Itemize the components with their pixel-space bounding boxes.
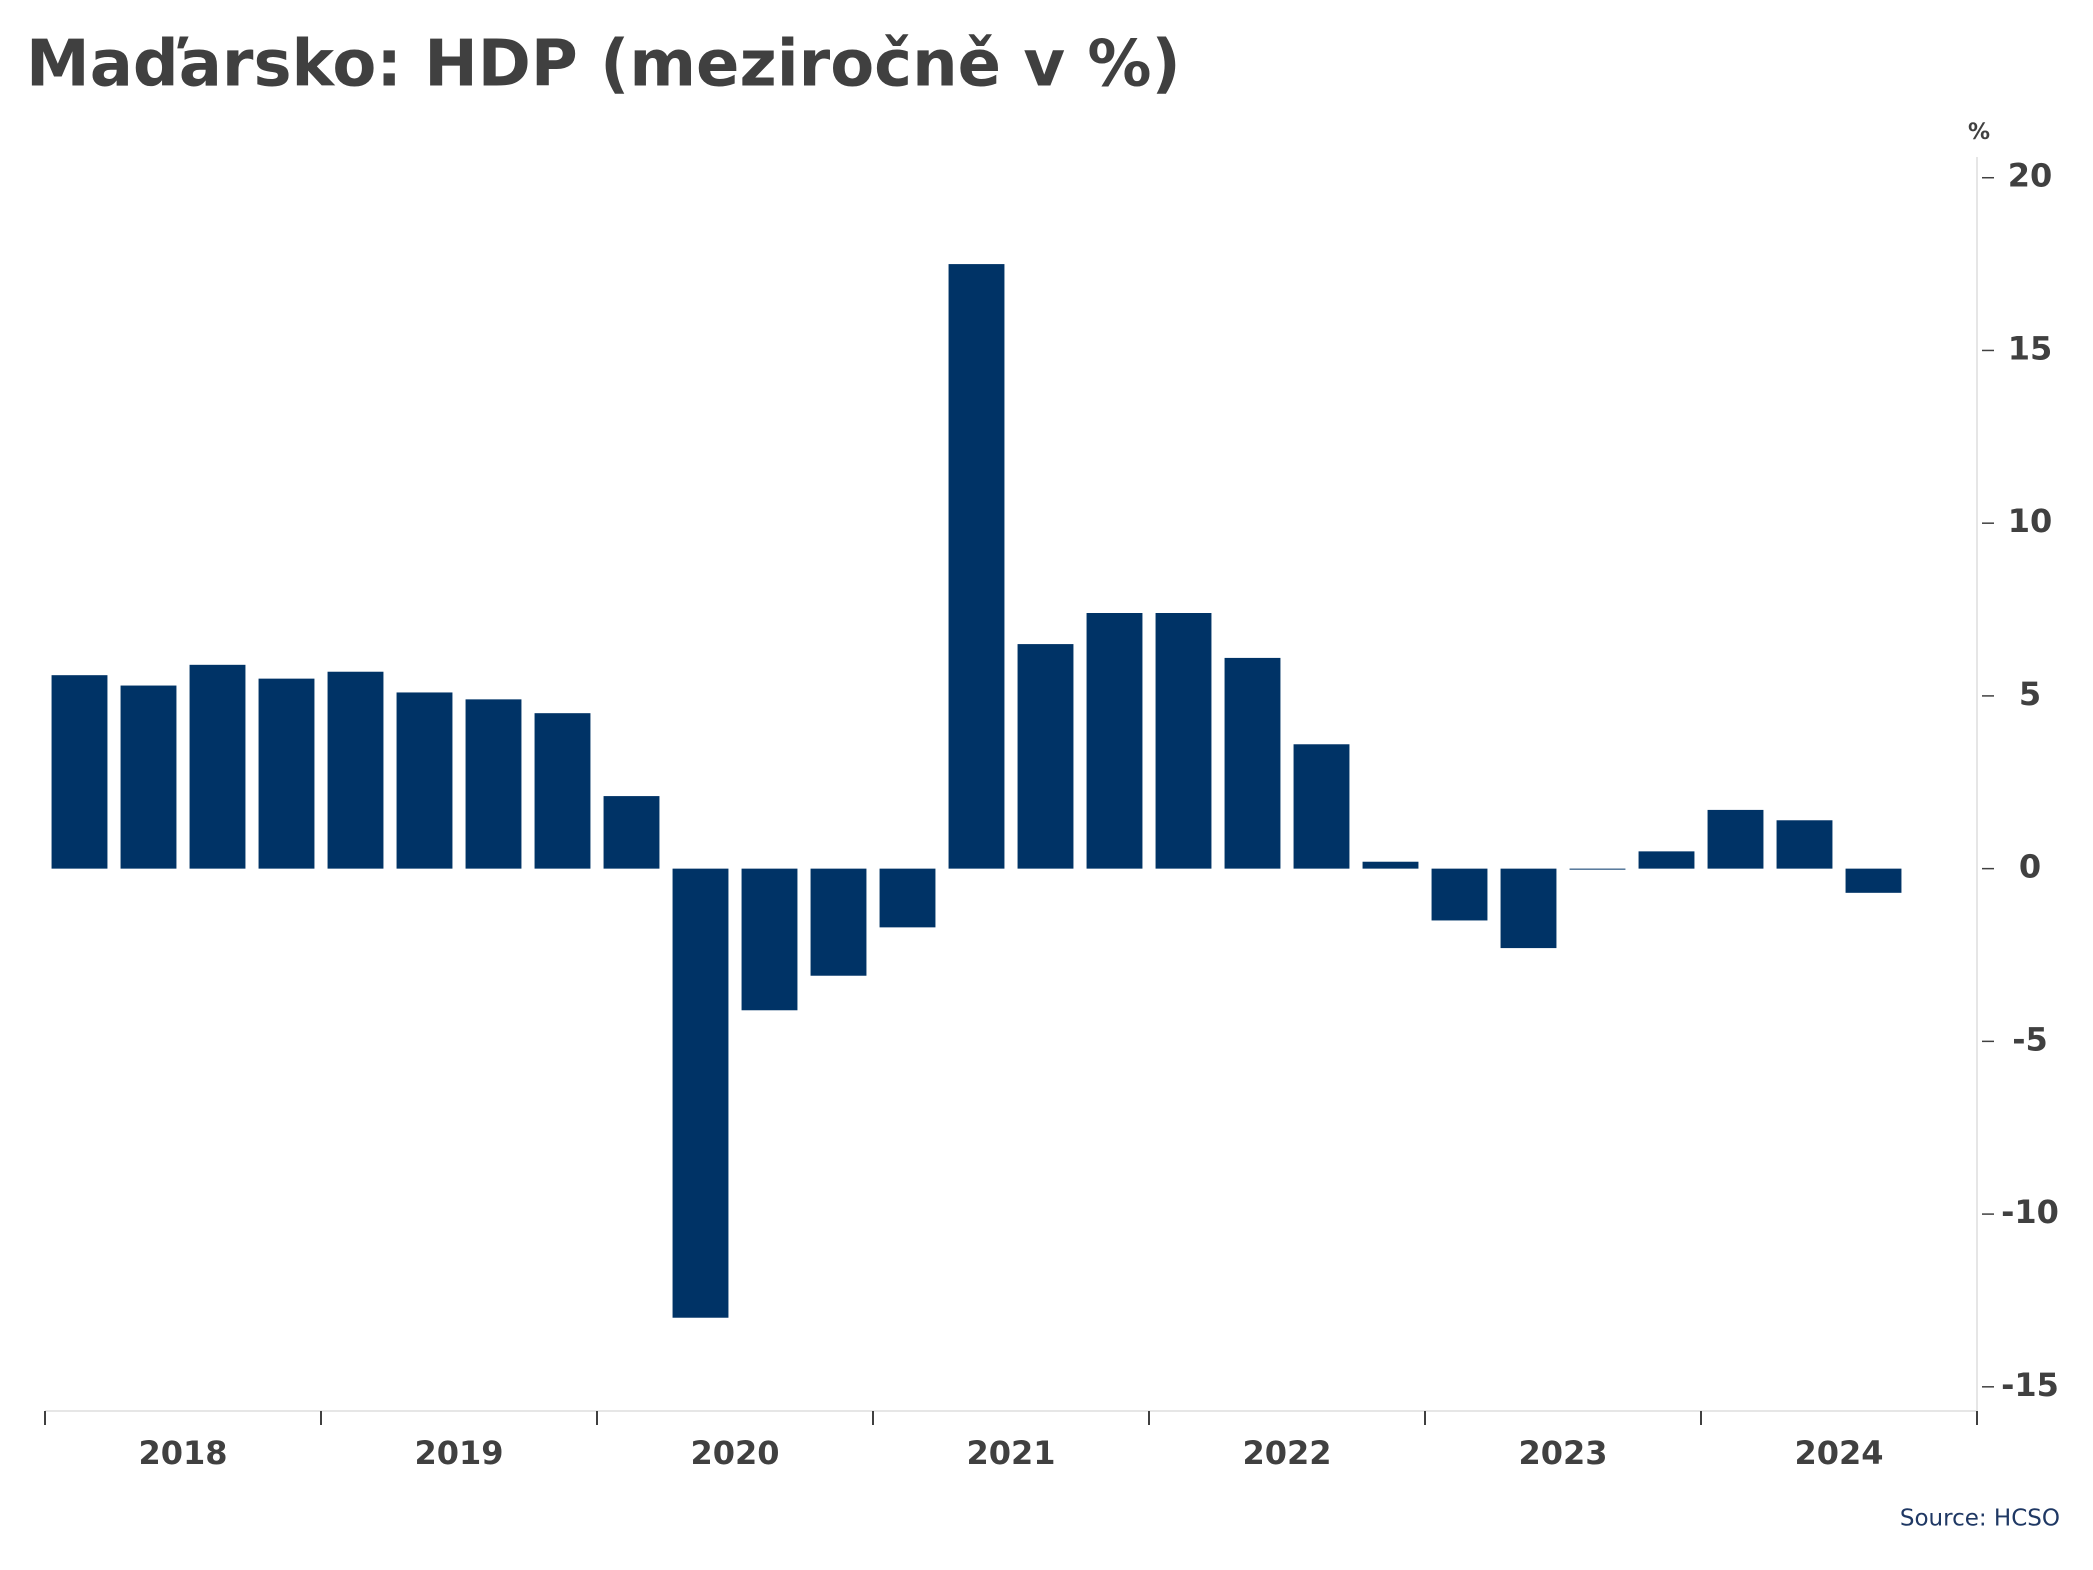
bar [1362, 861, 1419, 869]
bar [1569, 868, 1626, 870]
x-tick-label: 2018 [138, 1434, 227, 1472]
bar [1017, 644, 1074, 869]
bar [1845, 868, 1902, 893]
bar [741, 868, 798, 1011]
bar [258, 678, 315, 869]
source: Source: HCSO [1900, 1506, 2060, 1532]
x-tick-label: 2023 [1518, 1434, 1607, 1472]
y-tick-label: -5 [2012, 1020, 2048, 1058]
y-tick-label: 5 [2019, 675, 2041, 713]
bar [120, 685, 177, 869]
bar [603, 796, 660, 869]
bar [1293, 744, 1350, 869]
bar [1707, 809, 1764, 869]
x-tick-label: 2021 [966, 1434, 1055, 1472]
x-tick-label: 2019 [414, 1434, 503, 1472]
bar [51, 675, 108, 869]
bar [1086, 613, 1143, 869]
y-tick-label: 15 [2008, 329, 2053, 367]
bar [1224, 657, 1281, 869]
bar [879, 868, 936, 928]
bar [189, 664, 246, 869]
x-tick-label: 2022 [1242, 1434, 1331, 1472]
y-tick-label: -10 [2001, 1193, 2059, 1231]
bar [1155, 613, 1212, 869]
bar [1500, 868, 1557, 949]
chart-title: Maďarsko: HDP (meziročně v %) [26, 28, 1181, 102]
bar [534, 713, 591, 869]
bar [948, 264, 1005, 869]
y-tick-label: -15 [2001, 1366, 2059, 1404]
bar [1776, 820, 1833, 869]
bar [465, 699, 522, 869]
bar [1431, 868, 1488, 921]
x-tick-label: 2020 [690, 1434, 779, 1472]
bar [672, 868, 729, 1318]
bar [327, 671, 384, 869]
bar [1638, 851, 1695, 869]
bar [396, 692, 453, 869]
y-axis-label: % [1968, 120, 1990, 145]
y-tick-label: 0 [2019, 848, 2041, 886]
bar [810, 868, 867, 976]
y-tick-label: 20 [2008, 157, 2053, 195]
y-tick-label: 10 [2008, 502, 2053, 540]
x-tick-label: 2024 [1794, 1434, 1883, 1472]
